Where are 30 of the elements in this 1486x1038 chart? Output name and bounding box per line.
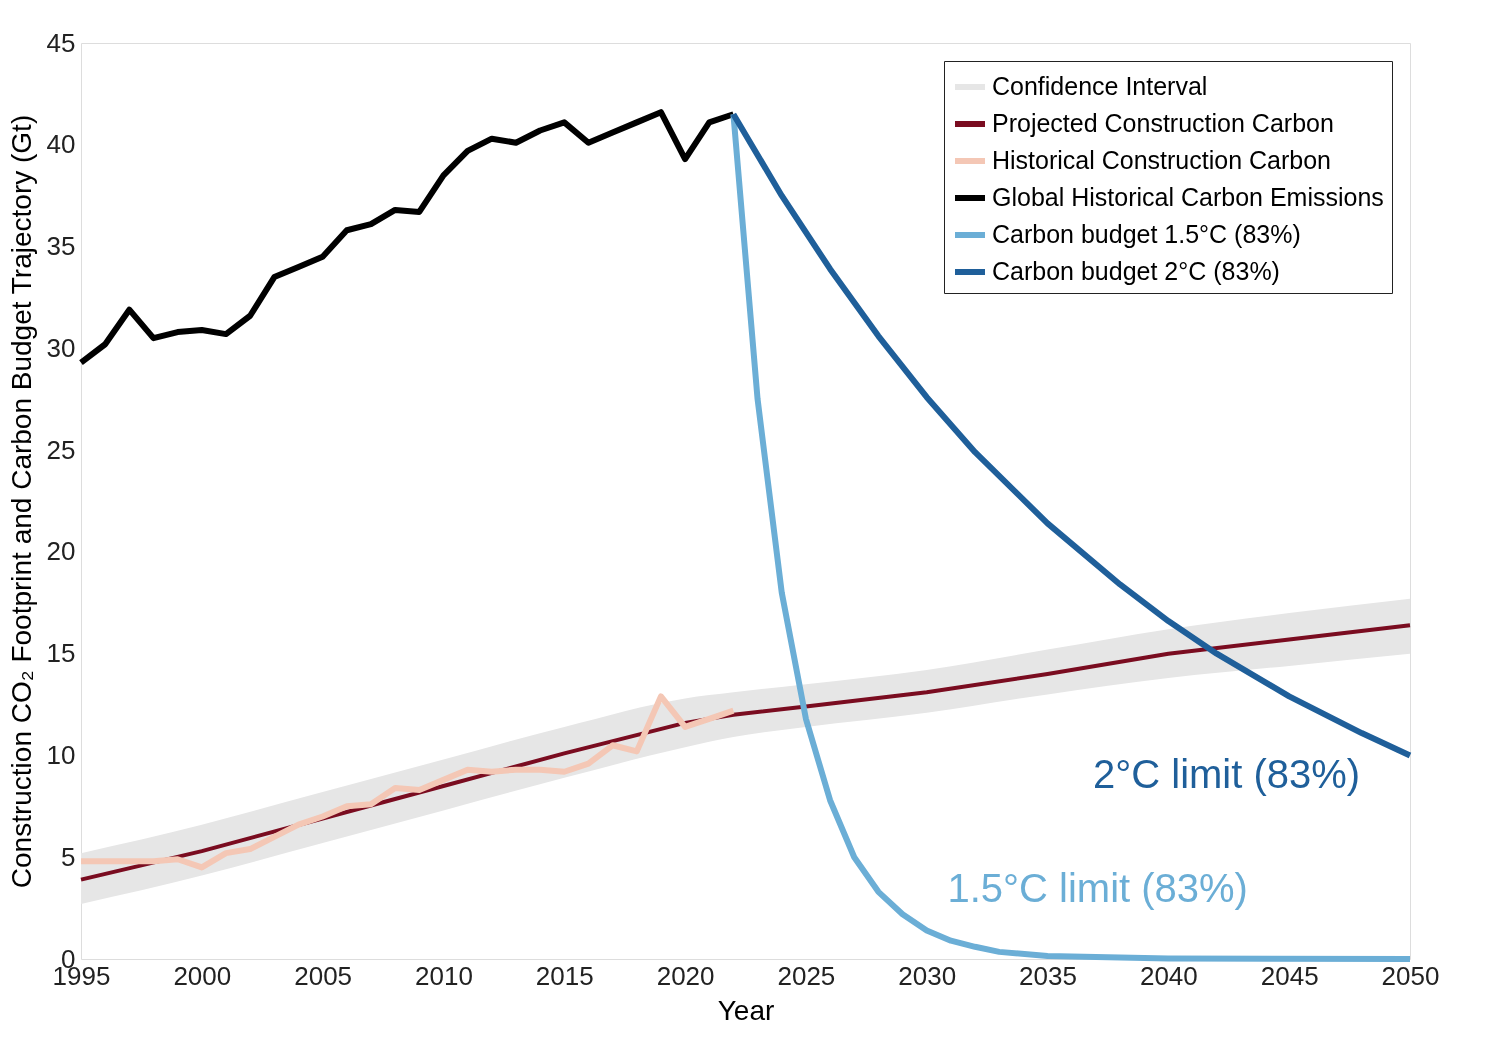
y-tick-label: 10	[46, 739, 76, 770]
x-tick-label: 2045	[1260, 960, 1319, 991]
y-tick-label: 40	[46, 129, 76, 160]
x-tick-label: 2040	[1139, 960, 1198, 991]
y-tick-label: 30	[46, 332, 76, 363]
x-tick-label: 2035	[1019, 960, 1077, 991]
y-tick-label: 5	[61, 841, 76, 872]
x-axis-title: Year	[717, 994, 775, 1026]
legend-label: Global Historical Carbon Emissions	[992, 183, 1384, 211]
x-tick-label: 2015	[535, 960, 594, 991]
y-tick-label: 45	[46, 27, 76, 58]
legend-label: Projected Construction Carbon	[992, 109, 1334, 137]
x-tick-label: 2050	[1381, 960, 1440, 991]
x-tick-label: 2025	[777, 960, 836, 991]
annotation: 1.5°C limit (83%)	[947, 866, 1248, 911]
legend-label: Carbon budget 2°C (83%)	[992, 257, 1280, 285]
annotation: 2°C limit (83%)	[1093, 751, 1361, 796]
y-tick-label: 20	[46, 536, 76, 567]
legend-label: Carbon budget 1.5°C (83%)	[992, 220, 1301, 248]
x-tick-label: 2020	[656, 960, 715, 991]
y-tick-label: 25	[46, 434, 76, 465]
x-tick-label: 2030	[898, 960, 957, 991]
y-axis-title: Construction CO₂ Footprint and Carbon Budget Trajectory (Gt)	[5, 114, 37, 889]
x-tick-label: 2010	[415, 960, 473, 991]
legend-label: Historical Construction Carbon	[992, 146, 1332, 174]
y-tick-label: 15	[46, 638, 76, 669]
x-tick-label: 2000	[173, 960, 232, 991]
legend-label: Confidence Interval	[992, 72, 1208, 100]
x-tick-label: 2005	[294, 960, 353, 991]
y-tick-label: 35	[46, 231, 76, 262]
